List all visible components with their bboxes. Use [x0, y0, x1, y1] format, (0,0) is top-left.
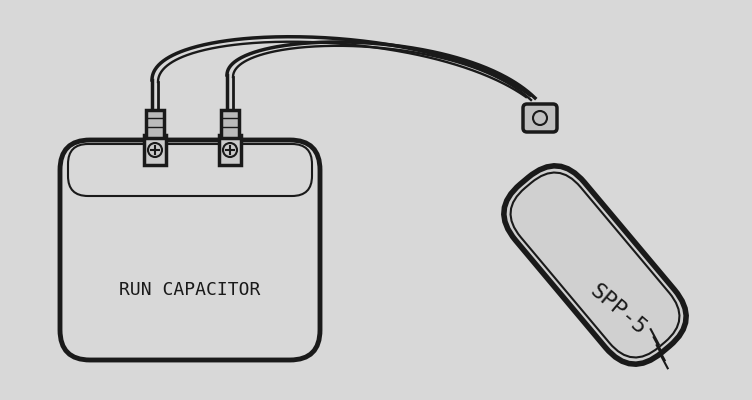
- Bar: [221, 110, 239, 138]
- Bar: [219, 135, 241, 165]
- Bar: [146, 110, 164, 138]
- Text: RUN CAPACITOR: RUN CAPACITOR: [120, 281, 261, 299]
- FancyBboxPatch shape: [504, 166, 686, 364]
- Bar: [144, 135, 166, 165]
- FancyBboxPatch shape: [523, 104, 557, 132]
- Text: SPP-5: SPP-5: [586, 281, 650, 339]
